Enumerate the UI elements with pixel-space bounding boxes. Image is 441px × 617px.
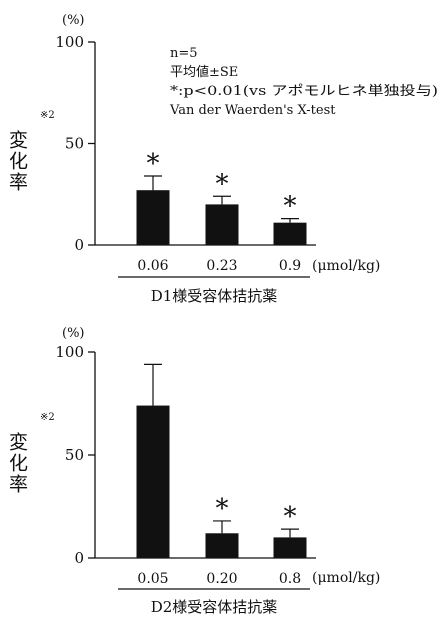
y-tick-label: 50 — [65, 135, 84, 153]
y-tick-label: 0 — [74, 549, 84, 567]
bar-0.06 — [136, 190, 170, 245]
x-tick-label: 0.06 — [137, 258, 168, 274]
x-tick-labels: 0.06 0.23 0.9 — [137, 258, 301, 274]
significance-marker: * — [216, 169, 229, 199]
bars: * * — [136, 363, 307, 558]
x-tick-labels: 0.05 0.20 0.8 — [137, 571, 301, 587]
y-axis-label: 変化率 — [6, 432, 28, 495]
x-tick-label: 0.8 — [279, 571, 301, 587]
y-tick-label: 50 — [65, 446, 84, 464]
y-ticks: 0 50 100 — [55, 33, 95, 254]
y-axis-label: 変化率 — [6, 130, 28, 193]
y-tick-label: 100 — [55, 33, 84, 51]
x-unit-label: (μmol/kg) — [312, 258, 380, 274]
y-axis-label-note: ※2 — [40, 110, 55, 121]
annotation-n: n=5 — [170, 46, 198, 61]
x-tick-label: 0.9 — [279, 258, 301, 274]
y-unit-label: (%) — [62, 326, 85, 341]
y-axis-label-text: 変化率 — [6, 432, 28, 495]
x-axis-label: D1様受容体拮抗薬 — [151, 287, 278, 305]
significance-marker: * — [147, 149, 160, 179]
bar-0.20 — [205, 533, 239, 558]
error-bar — [144, 363, 162, 406]
annotation-significance: *:p<0.01(vs アポモルヒネ単独投与) — [170, 83, 438, 99]
annotation-mean-se: 平均値±SE — [170, 64, 238, 80]
bar-0.05 — [136, 405, 170, 558]
y-tick-label: 0 — [74, 236, 84, 254]
bars: * * * — [136, 149, 307, 245]
significance-marker: * — [284, 502, 297, 532]
x-tick-label: 0.05 — [137, 571, 168, 587]
error-bar — [213, 520, 231, 534]
x-tick-label: 0.23 — [206, 258, 237, 274]
bar-0.9 — [273, 222, 307, 245]
annotation-test: Van der Waerden's X-test — [169, 103, 336, 118]
bar-0.8 — [273, 537, 307, 558]
y-tick-label: 100 — [55, 343, 84, 361]
x-tick-label: 0.20 — [206, 571, 237, 587]
y-axis-label-note: ※2 — [40, 412, 55, 423]
error-bar — [281, 528, 299, 538]
bar-0.23 — [205, 204, 239, 245]
y-unit-label: (%) — [62, 13, 85, 28]
significance-marker: * — [216, 494, 229, 524]
error-bar — [144, 175, 162, 191]
y-ticks: 0 50 100 — [55, 343, 95, 567]
significance-marker: * — [284, 192, 297, 222]
error-bar — [281, 218, 299, 223]
x-unit-label: (μmol/kg) — [312, 570, 380, 586]
x-axis-label: D2様受容体拮抗薬 — [151, 598, 278, 616]
annotations: n=5 平均値±SE *:p<0.01(vs アポモルヒネ単独投与) Van d… — [169, 46, 438, 118]
error-bar — [213, 195, 231, 205]
y-axis-label-text: 変化率 — [6, 130, 28, 193]
chart-panel-1: (%) 変化率 ※2 0 50 100 * * * 0.06 0.23 0.9 (μmol/… — [6, 13, 438, 305]
